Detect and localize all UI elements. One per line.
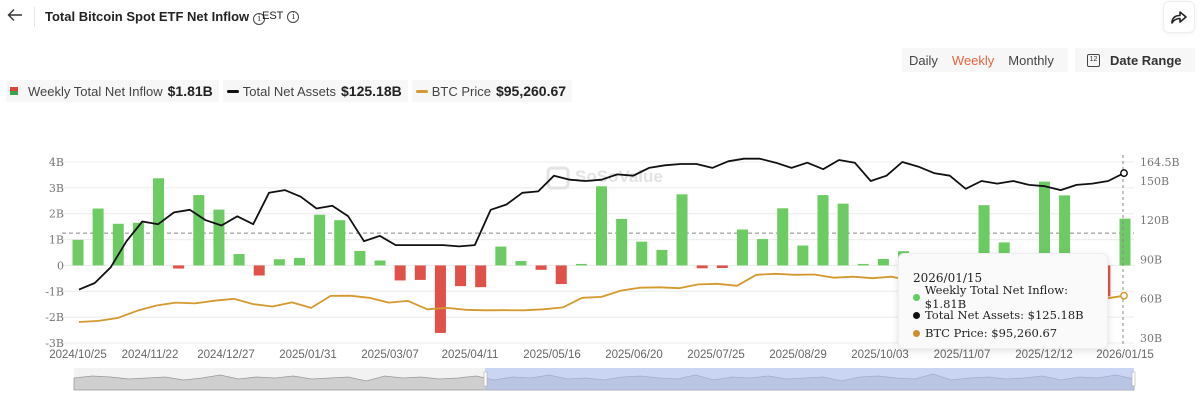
top-bar: Total Bitcoin Spot ETF Net Inflow i EST i <box>0 0 1200 34</box>
svg-text:150B: 150B <box>1140 175 1169 188</box>
svg-text:1B: 1B <box>49 234 64 247</box>
svg-text:2025/01/31: 2025/01/31 <box>279 349 337 361</box>
svg-text:2025/04/11: 2025/04/11 <box>442 349 499 361</box>
svg-text:2026/01/15: 2026/01/15 <box>1096 349 1154 361</box>
svg-text:-1B: -1B <box>45 285 64 298</box>
tooltip-text: BTC Price: $95,260.67 <box>925 326 1058 340</box>
svg-text:-2B: -2B <box>45 311 64 324</box>
date-range-button[interactable]: 12 Date Range <box>1075 48 1195 72</box>
tab-daily[interactable]: Daily <box>909 52 938 68</box>
calendar-icon: 12 <box>1087 53 1100 67</box>
line-swatch-icon <box>415 89 428 93</box>
svg-text:2024/11/22: 2024/11/22 <box>122 349 179 361</box>
svg-text:4B: 4B <box>49 156 64 169</box>
legend-label: Weekly Total Net Inflow <box>28 83 163 99</box>
navigator-handle-right[interactable] <box>1131 371 1136 387</box>
gold-dot-icon <box>913 329 920 337</box>
black-dot-icon <box>913 311 920 319</box>
share-button[interactable] <box>1163 1 1195 33</box>
svg-text:60B: 60B <box>1140 293 1162 306</box>
tab-monthly[interactable]: Monthly <box>1008 52 1054 68</box>
svg-text:2025/03/07: 2025/03/07 <box>361 349 419 361</box>
svg-text:2025/06/20: 2025/06/20 <box>605 349 663 361</box>
svg-text:2025/10/03: 2025/10/03 <box>851 349 909 361</box>
tooltip-row-inflow: Weekly Total Net Inflow: $1.81B <box>913 283 1107 311</box>
tooltip-text: Weekly Total Net Inflow: $1.81B <box>924 283 1068 311</box>
legend-item-net-assets[interactable]: Total Net Assets $125.18B <box>222 80 408 102</box>
svg-text:2025/08/29: 2025/08/29 <box>769 349 827 361</box>
legend-value: $125.18B <box>341 83 402 99</box>
svg-text:2B: 2B <box>49 208 64 221</box>
net-inflow-chart[interactable]: 4B 3B 2B 1B 0 -1B -2B -3B 164.5B 150B 120B 90B 60B 30… <box>0 140 1200 402</box>
svg-text:SoSoValue: SoSoValue <box>575 167 663 186</box>
tab-weekly[interactable]: Weekly <box>951 52 995 68</box>
bar-swatch-icon <box>10 87 18 95</box>
svg-text:-3B: -3B <box>45 337 64 350</box>
legend-label: Total Net Assets <box>242 83 337 99</box>
svg-text:0: 0 <box>57 259 64 272</box>
svg-text:2024/10/25: 2024/10/25 <box>49 349 107 361</box>
svg-text:2024/12/27: 2024/12/27 <box>197 349 255 361</box>
share-icon <box>1171 11 1187 24</box>
timezone-info-icon[interactable]: i <box>287 11 300 23</box>
svg-text:164.5B: 164.5B <box>1140 156 1180 169</box>
legend-value: $95,260.67 <box>495 83 567 99</box>
tooltip-row-assets: Total Net Assets: $125.18B <box>913 306 1107 324</box>
page-title-text: Total Bitcoin Spot ETF Net Inflow <box>45 9 250 24</box>
svg-text:90B: 90B <box>1140 253 1162 266</box>
range-navigator[interactable] <box>73 368 1136 391</box>
svg-text:3B: 3B <box>49 182 64 195</box>
page-title: Total Bitcoin Spot ETF Net Inflow i <box>45 9 266 25</box>
legend-item-btc-price[interactable]: BTC Price $95,260.67 <box>411 80 573 102</box>
svg-text:120B: 120B <box>1140 214 1169 227</box>
svg-text:2025/05/16: 2025/05/16 <box>523 349 581 361</box>
timezone-text: EST <box>262 10 284 22</box>
svg-text:30B: 30B <box>1140 332 1162 345</box>
timezone-label: EST i <box>262 10 300 23</box>
green-dot-icon <box>913 293 920 301</box>
tooltip-date: 2026/01/15 <box>913 271 983 285</box>
line-swatch-icon <box>226 89 239 93</box>
arrow-left-icon <box>7 9 22 21</box>
tooltip-row-price: BTC Price: $95,260.67 <box>913 324 1107 342</box>
legend-item-net-inflow[interactable]: Weekly Total Net Inflow $1.81B <box>6 80 219 102</box>
svg-text:2025/12/12: 2025/12/12 <box>1015 349 1073 361</box>
chart-legend: Weekly Total Net Inflow $1.81B Total Net… <box>6 80 573 102</box>
back-button[interactable] <box>6 6 26 26</box>
divider <box>34 7 35 27</box>
legend-label: BTC Price <box>431 83 491 99</box>
interval-tabs: Daily Weekly Monthly <box>902 48 1068 72</box>
tooltip-text: Total Net Assets: $125.18B <box>925 308 1084 322</box>
legend-value: $1.81B <box>167 83 213 99</box>
info-icon[interactable]: i <box>253 13 266 25</box>
svg-text:2025/07/25: 2025/07/25 <box>687 349 745 361</box>
svg-text:2025/11/07: 2025/11/07 <box>934 349 991 361</box>
navigator-handle-left[interactable] <box>483 371 488 387</box>
date-range-label: Date Range <box>1110 52 1182 68</box>
chart-tooltip: 2026/01/15 Weekly Total Net Inflow: $1.8… <box>898 253 1108 349</box>
